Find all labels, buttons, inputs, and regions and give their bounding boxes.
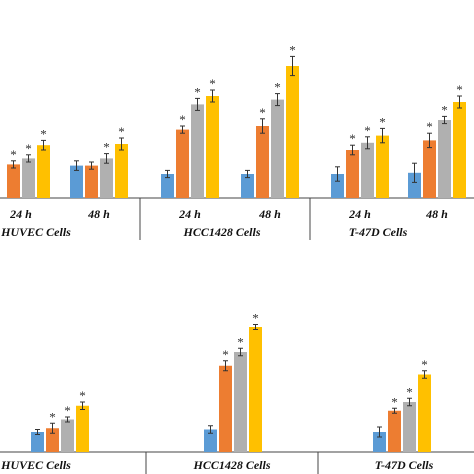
top-g1-t1-sig-star-2: * [10,147,17,162]
top-g2-t1-time-label: 24 h [178,207,201,221]
bottom-g1-group-label: HUVEC Cells [0,458,71,472]
top-g2-t2-bar-3 [271,99,284,198]
top-g3-t1-bar-4 [376,135,389,198]
top-g2-t1-sig-star-4: * [209,76,216,91]
bottom-g2-group-label: HCC1428 Cells [192,458,270,472]
top-g1-t2-bar-4 [115,144,128,198]
top-g1-t1-bar-3 [22,158,35,198]
top-g1-t2-bar-2 [85,165,98,198]
bottom-g1-sig-star-4: * [79,388,86,403]
bottom-g2-sig-star-2: * [222,347,229,362]
top-group-label-1: HUVEC Cells [0,225,71,239]
top-g3-t2-time-label: 48 h [425,207,448,221]
bottom-g2-bar-2 [219,365,232,452]
top-g2-t2-sig-star-2: * [259,105,266,120]
bottom-g1-sig-star-3: * [64,403,71,418]
top-g1-t1-bar-4 [37,145,50,198]
bottom-g3-bar-1 [373,432,386,452]
top-g2-t1-bar-1 [161,174,174,198]
top-g1-t2-bar-3 [100,158,113,198]
top-panel: * * * 24 h * * 48 h HUVEC Cells * * * 24 h * * * 48 h HC… [0,42,474,240]
top-g1-t2-bar-1 [70,165,83,198]
bottom-g1-bar-2 [46,428,59,452]
bottom-g3-sig-star-4: * [421,357,428,372]
bottom-g1-bar-4 [76,405,89,452]
top-g2-t2-time-label: 48 h [258,207,281,221]
top-g2-t2-bar-1 [241,174,254,198]
top-group-label-3: T-47D Cells [349,225,408,239]
top-g2-t2-sig-star-3: * [274,80,281,95]
top-group-label-2: HCC1428 Cells [182,225,260,239]
top-g1-t2-sig-star-4: * [118,124,125,139]
top-g2-t1-bar-2 [176,129,189,198]
top-g3-t1-bar-2 [346,150,359,198]
top-g2-t2-bar-4 [286,66,299,198]
top-g1-t1-sig-star-3: * [25,141,32,156]
top-g3-t2-bar-2 [423,140,436,198]
top-g2-t2-bar-2 [256,126,269,198]
bottom-g2-bar-1 [204,429,217,452]
top-g3-t2-sig-star-2: * [426,119,433,134]
top-g1-t2-time-label: 48 h [87,207,110,221]
top-g3-t2-sig-star-4: * [456,82,463,97]
top-g1-t1-bar-2 [7,164,20,198]
top-g2-t2-sig-star-4: * [289,42,296,57]
top-g1-t2-sig-star-3: * [103,140,110,155]
top-g3-t1-time-label: 24 h [348,207,371,221]
top-g2-t1-sig-star-3: * [194,84,201,99]
bottom-g2-bar-3 [234,352,247,452]
bottom-g2-sig-star-4: * [252,311,259,326]
top-g2-t1-bar-4 [206,96,219,198]
top-g1-t1-time-label: 24 h [9,207,32,221]
top-g2-t1-bar-3 [191,104,204,198]
top-g1-t1-sig-star-4: * [40,126,47,141]
bottom-g2-sig-star-3: * [237,334,244,349]
top-g3-t1-bar-1 [331,174,344,198]
top-g3-t2-bar-1 [408,172,421,198]
bottom-g3-sig-star-3: * [406,384,413,399]
top-g3-t2-bar-3 [438,120,451,198]
top-g2-t1-sig-star-2: * [179,112,186,127]
bottom-g1-bar-1 [31,432,44,452]
top-g3-t1-sig-star-4: * [379,114,386,129]
bottom-g3-sig-star-2: * [391,394,398,409]
bottom-g2-bar-4 [249,327,262,452]
top-g3-t1-sig-star-3: * [364,123,371,138]
top-g3-t1-sig-star-2: * [349,131,356,146]
bottom-g1-sig-star-2: * [49,409,56,424]
bottom-g1-bar-3 [61,419,74,452]
bottom-g3-bar-4 [418,374,431,452]
bottom-g3-bar-3 [403,402,416,452]
top-g3-t2-bar-4 [453,102,466,198]
bottom-g3-group-label: T-47D Cells [375,458,434,472]
top-g3-t2-sig-star-3: * [441,102,448,117]
bottom-g3-bar-2 [388,410,401,452]
top-g3-t1-bar-3 [361,142,374,198]
bottom-panel: * * * HUVEC Cells * * * HCC1428 Cells * * * T-47D C… [0,311,474,474]
